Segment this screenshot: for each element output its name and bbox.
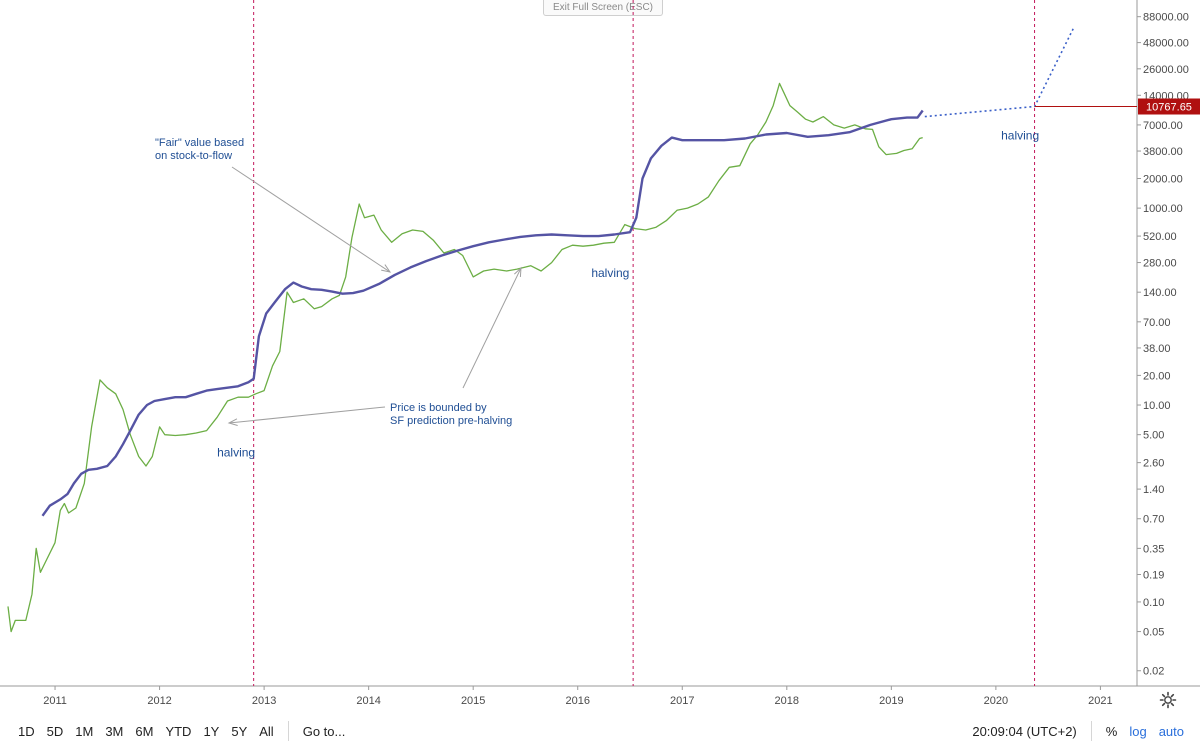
annotation-arrow bbox=[462, 267, 522, 389]
annotation-arrow bbox=[231, 166, 391, 273]
y-tick-label: 48000.00 bbox=[1143, 38, 1189, 50]
clock-timezone[interactable]: 20:09:04 (UTC+2) bbox=[972, 723, 1077, 739]
x-tick-label: 2012 bbox=[147, 695, 171, 707]
y-tick-label: 3800.00 bbox=[1143, 146, 1183, 158]
annotation-text: on stock-to-flow bbox=[155, 150, 232, 162]
x-tick-label: 2020 bbox=[984, 695, 1008, 707]
sf-model-series-line bbox=[41, 109, 924, 517]
range-1m-button[interactable]: 1M bbox=[75, 723, 94, 739]
annotation-text: SF prediction pre-halving bbox=[390, 415, 512, 427]
price-tag-box bbox=[1138, 98, 1200, 115]
log-scale-toggle[interactable]: log bbox=[1129, 723, 1147, 739]
range-1d-button[interactable]: 1D bbox=[18, 723, 35, 739]
gear-icon[interactable] bbox=[1158, 690, 1178, 710]
y-tick-label: 70.00 bbox=[1143, 317, 1171, 329]
y-tick-label: 2000.00 bbox=[1143, 173, 1183, 185]
range-ytd-button[interactable]: YTD bbox=[165, 723, 192, 739]
y-tick-label: 38.00 bbox=[1143, 343, 1171, 355]
y-tick-label: 280.00 bbox=[1143, 258, 1177, 270]
range-5y-button[interactable]: 5Y bbox=[231, 723, 248, 739]
halving-label: halving bbox=[591, 266, 629, 280]
y-tick-label: 2.60 bbox=[1143, 458, 1164, 470]
y-tick-label: 26000.00 bbox=[1143, 64, 1189, 76]
x-tick-label: 2017 bbox=[670, 695, 694, 707]
halving-lines: halving halving halving bbox=[217, 0, 1039, 686]
x-tick-label: 2011 bbox=[43, 695, 67, 707]
auto-scale-toggle[interactable]: auto bbox=[1158, 723, 1184, 739]
y-tick-label: 0.35 bbox=[1143, 543, 1164, 555]
range-1y-button[interactable]: 1Y bbox=[203, 723, 220, 739]
x-tick-label: 2014 bbox=[356, 695, 380, 707]
x-tick-label: 2021 bbox=[1088, 695, 1112, 707]
goto-date-button[interactable]: Go to... bbox=[302, 723, 346, 739]
annotation-text: "Fair" value based bbox=[155, 137, 244, 149]
range-5d-button[interactable]: 5D bbox=[46, 723, 64, 739]
y-tick-label: 520.00 bbox=[1143, 231, 1177, 243]
price-series-line bbox=[7, 82, 923, 633]
y-tick-label: 1.40 bbox=[1143, 484, 1164, 496]
y-tick-label: 5.00 bbox=[1143, 430, 1164, 442]
y-tick-label: 20.00 bbox=[1143, 370, 1171, 382]
y-tick-label: 10.00 bbox=[1143, 400, 1171, 412]
y-tick-label: 0.10 bbox=[1143, 597, 1164, 609]
y-tick-label: 7000.00 bbox=[1143, 120, 1183, 132]
projection-line bbox=[924, 26, 1076, 118]
y-tick-label: 88000.00 bbox=[1143, 12, 1189, 24]
percent-scale-toggle[interactable]: % bbox=[1105, 723, 1118, 739]
halving-label: halving bbox=[1001, 128, 1039, 142]
y-tick-label: 140.00 bbox=[1143, 287, 1177, 299]
x-tick-label: 2016 bbox=[565, 695, 589, 707]
halving-label: halving bbox=[217, 446, 255, 460]
axes: 88000.0048000.0026000.0014000.007000.003… bbox=[0, 0, 1200, 707]
price-tag-group: 10767.65 bbox=[1034, 98, 1200, 115]
y-tick-label: 0.70 bbox=[1143, 514, 1164, 526]
divider bbox=[287, 721, 289, 741]
range-all-button[interactable]: All bbox=[259, 723, 274, 739]
y-tick-label: 1000.00 bbox=[1143, 203, 1183, 215]
x-tick-label: 2015 bbox=[461, 695, 485, 707]
price-tag-label: 10767.65 bbox=[1146, 102, 1192, 114]
annotation-arrow bbox=[228, 406, 386, 424]
x-tick-label: 2018 bbox=[775, 695, 799, 707]
series bbox=[7, 26, 1076, 633]
annotation-arrowhead bbox=[381, 264, 392, 273]
y-tick-label: 0.05 bbox=[1143, 627, 1164, 639]
x-tick-label: 2013 bbox=[252, 695, 276, 707]
bottom-toolbar: 1D 5D 1M 3M 6M YTD 1Y 5Y All Go to... 20… bbox=[0, 712, 1200, 750]
y-tick-label: 0.02 bbox=[1143, 666, 1164, 678]
y-tick-label: 0.19 bbox=[1143, 569, 1164, 581]
annotation-arrowhead bbox=[514, 266, 522, 278]
x-tick-label: 2019 bbox=[879, 695, 903, 707]
range-3m-button[interactable]: 3M bbox=[105, 723, 124, 739]
annotation-text: Price is bounded by bbox=[390, 402, 487, 414]
range-6m-button[interactable]: 6M bbox=[135, 723, 154, 739]
annotation-arrowhead bbox=[227, 418, 238, 426]
price-chart: 88000.0048000.0026000.0014000.007000.003… bbox=[0, 0, 1200, 707]
divider bbox=[1090, 721, 1092, 741]
